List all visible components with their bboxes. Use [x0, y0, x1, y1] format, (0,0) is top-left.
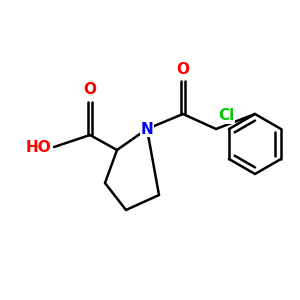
- Text: O: O: [83, 82, 97, 98]
- Text: O: O: [176, 61, 190, 76]
- Text: Cl: Cl: [218, 108, 234, 123]
- Text: HO: HO: [25, 140, 51, 154]
- Text: N: N: [141, 122, 153, 136]
